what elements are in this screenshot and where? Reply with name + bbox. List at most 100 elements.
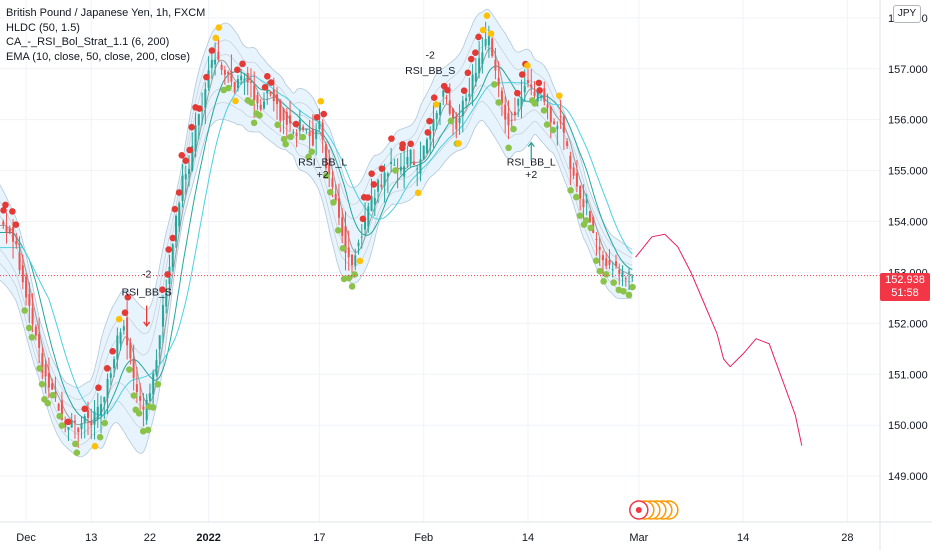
candle-body <box>122 326 125 331</box>
candle-body <box>354 255 357 266</box>
signal-dot <box>188 123 195 131</box>
candle-body <box>507 113 510 126</box>
candle-body <box>106 378 109 399</box>
candle-body <box>442 90 445 97</box>
currency-badge[interactable]: JPY <box>893 5 921 23</box>
candle-body <box>197 113 200 126</box>
candle-body <box>90 421 93 426</box>
indicator-ema[interactable]: EMA (10, close, 50, close, 200, close) <box>6 50 191 63</box>
signal-dot <box>424 129 432 136</box>
candle-body <box>96 406 99 419</box>
candle-body <box>556 126 559 129</box>
signal-dot <box>433 101 440 108</box>
signal-dot <box>0 207 7 214</box>
signal-dot <box>388 135 395 142</box>
signal-dot <box>2 201 9 209</box>
candle-body <box>178 203 181 227</box>
candle-body <box>70 420 73 428</box>
indicator-rsi-bol-strat[interactable]: CA_-_RSI_Bol_Strat_1.1 (6, 200) <box>6 36 170 48</box>
candle-body <box>126 317 129 346</box>
signal-dot <box>426 117 433 125</box>
candle-body <box>344 226 347 253</box>
indicator-hldc[interactable]: HLDC (50, 1.5) <box>6 21 80 34</box>
signal-dot <box>232 97 239 105</box>
candle-body <box>210 59 213 68</box>
candlestick-series <box>2 21 634 448</box>
symbol-title[interactable]: British Pound / Japanese Yen, 1h, FXCM <box>6 7 206 19</box>
candle-body <box>484 39 487 46</box>
candle-body <box>367 206 370 227</box>
candle-body <box>194 125 197 152</box>
signal-dot <box>44 399 52 407</box>
candle-body <box>357 242 360 247</box>
candle-body <box>318 121 321 130</box>
signal-dot <box>317 97 325 105</box>
candle-body <box>416 168 419 170</box>
candle-body <box>471 74 474 94</box>
signal-dot <box>505 144 512 152</box>
candle-body <box>331 178 334 188</box>
candle-body <box>113 359 116 369</box>
candle-body <box>448 100 451 114</box>
signal-dot <box>234 66 241 74</box>
candle-body <box>295 132 298 137</box>
signal-dot <box>351 271 358 278</box>
signal-dot <box>587 224 595 232</box>
candle-body <box>249 81 252 83</box>
candle-body <box>8 228 11 234</box>
signal-dot <box>510 125 517 133</box>
candle-body <box>393 164 396 166</box>
candle-body <box>491 38 494 56</box>
candle-body <box>566 141 569 146</box>
projection-line <box>635 233 803 446</box>
candle-body <box>80 423 83 430</box>
bollinger-band <box>0 8 633 458</box>
candle-body <box>406 156 409 165</box>
candle-body <box>380 184 383 187</box>
candle-body <box>337 198 340 218</box>
signal-dot <box>56 412 63 420</box>
band-lower-line <box>0 118 633 458</box>
signal-dot <box>602 270 610 278</box>
signal-dot <box>364 194 372 201</box>
time-tick-label: 22 <box>144 532 156 544</box>
bar-countdown: 51:58 <box>891 287 919 299</box>
candle-body <box>155 360 158 375</box>
event-markers[interactable] <box>629 500 679 520</box>
signal-dot <box>313 113 321 121</box>
event-marker[interactable] <box>629 500 649 520</box>
candle-body <box>419 159 422 174</box>
candle-body <box>360 236 363 238</box>
signal-dot <box>299 133 307 141</box>
candle-body <box>204 89 207 108</box>
candle-body <box>546 104 549 108</box>
signal-dot <box>256 111 263 119</box>
candle-body <box>269 92 272 95</box>
candle-body <box>305 128 308 131</box>
price-tick-label: 156.000 <box>888 115 928 127</box>
candle-body <box>5 226 8 232</box>
last-price-tag: 152.938 51:58 <box>880 273 930 301</box>
candle-body <box>311 128 314 146</box>
time-tick-label: 13 <box>85 532 97 544</box>
signal-label: -2 <box>142 269 151 281</box>
candle-body <box>18 252 21 271</box>
signal-dot <box>576 212 584 219</box>
candle-body <box>263 101 265 109</box>
signal-dot <box>36 365 43 372</box>
signal-dot <box>25 324 33 332</box>
candle-body <box>425 139 428 154</box>
signal-dot <box>536 87 543 94</box>
candle-body <box>25 276 28 298</box>
short-signal-arrow <box>143 321 151 328</box>
signal-dot <box>348 283 356 290</box>
signal-dot <box>596 267 604 275</box>
signal-dot <box>308 148 316 155</box>
candle-body <box>41 353 44 373</box>
signal-dot <box>378 165 386 172</box>
candle-body <box>351 254 353 266</box>
candle-body <box>328 162 331 175</box>
candle-body <box>289 115 292 124</box>
signal-dot <box>455 140 462 147</box>
